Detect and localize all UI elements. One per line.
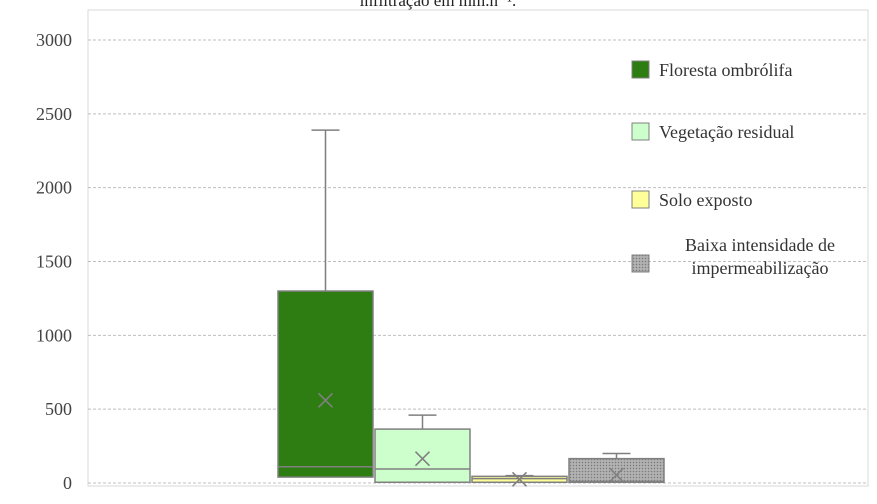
legend-swatch — [631, 190, 650, 209]
plot-area-border — [87, 9, 869, 487]
y-tick-label: 0 — [63, 473, 72, 493]
legend-item-3: Solo exposto — [631, 190, 753, 210]
legend-item-4: Baixa intensidade de impermeabilização — [631, 235, 835, 278]
gridlines — [88, 39, 868, 484]
boxes — [277, 129, 665, 487]
mean-marker — [511, 471, 528, 487]
box-4 — [568, 452, 665, 484]
y-tick-label: 2000 — [36, 178, 72, 198]
box-body — [277, 290, 374, 478]
legend-swatch — [631, 254, 650, 273]
y-tick-label: 2500 — [36, 104, 72, 124]
legend-label: Solo exposto — [659, 190, 753, 210]
legend-label: Baixa intensidade de — [685, 235, 835, 255]
box-1 — [277, 129, 374, 478]
mean-marker — [608, 467, 625, 483]
mean-marker — [414, 451, 431, 467]
y-tick-label: 1500 — [36, 252, 72, 272]
legend-item-2: Vegetação residual — [631, 122, 794, 142]
y-axis-ticks: 0 500 1000 1500 2000 2500 3000 — [36, 30, 72, 493]
legend-item-1: Floresta ombrólifa — [631, 60, 792, 80]
mean-marker — [317, 392, 334, 408]
box-2 — [374, 414, 471, 484]
legend-label: Vegetação residual — [659, 122, 794, 142]
chart-title: infiltração em mm.h⁻¹. — [360, 0, 517, 10]
legend-label: impermeabilização — [692, 258, 829, 278]
legend-swatch — [631, 60, 650, 79]
box-body — [568, 457, 665, 484]
box-body — [374, 428, 471, 484]
box-3 — [471, 471, 568, 487]
legend: Floresta ombrólifa Vegetação residual Solo… — [631, 60, 835, 278]
legend-swatch — [631, 122, 650, 141]
y-tick-label: 1000 — [36, 325, 72, 345]
legend-label: Floresta ombrólifa — [659, 60, 792, 80]
y-tick-label: 3000 — [36, 30, 72, 50]
y-tick-label: 500 — [45, 399, 72, 419]
